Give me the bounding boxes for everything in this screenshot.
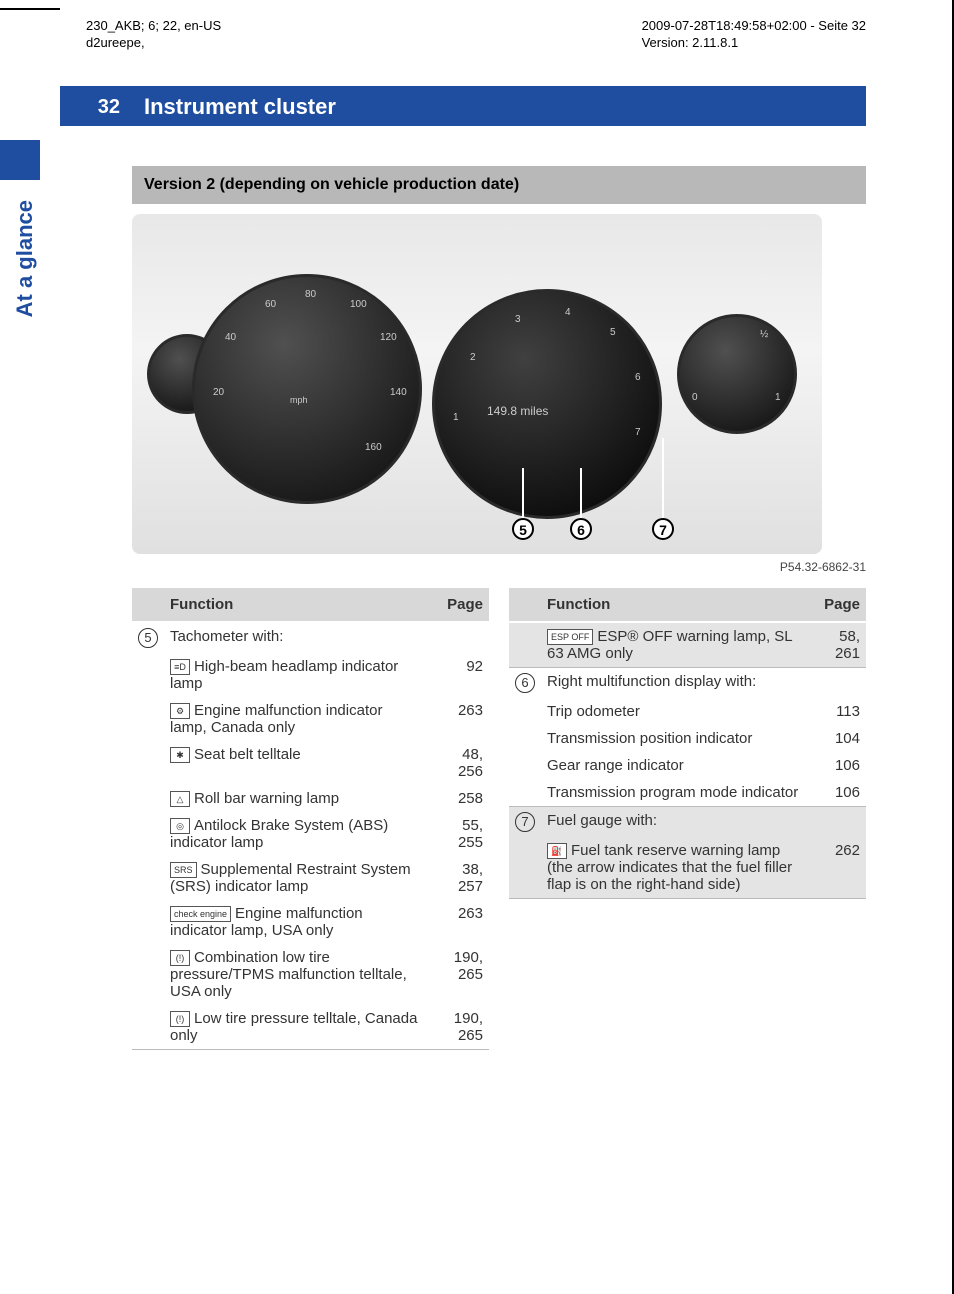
page-cell: 190,265 — [429, 1005, 489, 1050]
page-cell: 113 — [806, 698, 866, 725]
right-column: FunctionPage ESP OFFESP® OFF warning lam… — [509, 588, 866, 1050]
indicator-icon: △ — [170, 791, 190, 807]
function-cell: △Roll bar warning lamp — [164, 785, 429, 812]
function-cell: Gear range indicator — [541, 752, 806, 779]
indicator-icon: (!) — [170, 950, 190, 966]
function-cell: Fuel gauge with: — [541, 807, 806, 838]
function-cell: ⛽Fuel tank reserve warning lamp (the arr… — [541, 837, 806, 899]
function-cell: ✱Seat belt telltale — [164, 741, 429, 785]
page-cell: 38,257 — [429, 856, 489, 900]
page-cell: 190,265 — [429, 944, 489, 1005]
row-number: 7 — [515, 812, 535, 832]
page-cell: 106 — [806, 752, 866, 779]
speedometer: 20 40 60 80 100 120 140 160 mph — [192, 274, 422, 504]
side-label: At a glance — [12, 83, 38, 200]
page: 230_AKB; 6; 22, en-US d2ureepe, 2009-07-… — [0, 0, 954, 1294]
table-row: ESP OFFESP® OFF warning lamp, SL 63 AMG … — [509, 622, 866, 668]
function-cell: (!)Combination low tire pressure/TPMS ma… — [164, 944, 429, 1005]
function-cell: Trip odometer — [541, 698, 806, 725]
indicator-icon: SRS — [170, 862, 197, 878]
function-table-left: FunctionPage 5Tachometer with:≡DHigh-bea… — [132, 588, 489, 1050]
function-cell: Transmission program mode indicator — [541, 779, 806, 807]
table-row: 6 Right multifunction display with: — [509, 668, 866, 699]
table-row: ◎Antilock Brake System (ABS) indicator l… — [132, 812, 489, 856]
page-cell: 48,256 — [429, 741, 489, 785]
header-meta: 230_AKB; 6; 22, en-US d2ureepe, 2009-07-… — [86, 18, 866, 52]
function-cell: Transmission position indicator — [541, 725, 806, 752]
figure-id: P54.32-6862-31 — [132, 560, 866, 574]
table-row: (!)Combination low tire pressure/TPMS ma… — [132, 944, 489, 1005]
table-row: Transmission program mode indicator106 — [509, 779, 866, 807]
page-cell — [806, 807, 866, 838]
table-row: (!)Low tire pressure telltale, Canada on… — [132, 1005, 489, 1050]
table-row: SRSSupplemental Restraint System (SRS) i… — [132, 856, 489, 900]
table-row: check engineEngine malfunction indicator… — [132, 900, 489, 944]
fuel-gauge: 0 ½ 1 — [677, 314, 797, 434]
indicator-icon: ≡D — [170, 659, 190, 675]
indicator-icon: ◎ — [170, 818, 190, 834]
function-cell: Right multifunction display with: — [541, 668, 806, 699]
figure: 20 40 60 80 100 120 140 160 mph 1 2 3 4 … — [132, 214, 866, 574]
function-cell: ⚙Engine malfunction indicator lamp, Cana… — [164, 697, 429, 741]
section-title: Version 2 (depending on vehicle producti… — [132, 166, 866, 204]
page-number: 32 — [60, 86, 132, 126]
page-cell: 106 — [806, 779, 866, 807]
indicator-icon: check engine — [170, 906, 231, 922]
indicator-icon: ESP OFF — [547, 629, 593, 645]
main-content: 32 Instrument cluster Version 2 (dependi… — [60, 80, 866, 1050]
callout-5: 5 — [512, 518, 534, 540]
meta-right-1: 2009-07-28T18:49:58+02:00 - Seite 32 — [642, 18, 866, 35]
function-cell: ◎Antilock Brake System (ABS) indicator l… — [164, 812, 429, 856]
indicator-icon: ⛽ — [547, 843, 567, 859]
section-bar: Version 2 (depending on vehicle producti… — [60, 166, 866, 204]
table-row: Gear range indicator106 — [509, 752, 866, 779]
function-cell: ≡DHigh-beam headlamp indicator lamp — [164, 653, 429, 697]
columns: FunctionPage 5Tachometer with:≡DHigh-bea… — [132, 588, 866, 1050]
table-row: ⚙Engine malfunction indicator lamp, Cana… — [132, 697, 489, 741]
title-bar: 32 Instrument cluster — [60, 86, 866, 126]
table-row: Transmission position indicator104 — [509, 725, 866, 752]
table-row: △Roll bar warning lamp258 — [132, 785, 489, 812]
function-cell: (!)Low tire pressure telltale, Canada on… — [164, 1005, 429, 1050]
left-column: FunctionPage 5Tachometer with:≡DHigh-bea… — [132, 588, 489, 1050]
page-cell — [806, 668, 866, 699]
callout-7: 7 — [652, 518, 674, 540]
page-cell: 262 — [806, 837, 866, 899]
meta-left-1: 230_AKB; 6; 22, en-US — [86, 18, 221, 35]
page-cell: 58,261 — [806, 622, 866, 668]
meta-right-2: Version: 2.11.8.1 — [642, 35, 866, 52]
table-row: Trip odometer113 — [509, 698, 866, 725]
page-cell: 92 — [429, 653, 489, 697]
function-table-right: FunctionPage ESP OFFESP® OFF warning lam… — [509, 588, 866, 899]
page-cell — [429, 622, 489, 653]
odometer: 149.8 miles — [487, 404, 548, 418]
function-cell: SRSSupplemental Restraint System (SRS) i… — [164, 856, 429, 900]
indicator-icon: ⚙ — [170, 703, 190, 719]
meta-left-2: d2ureepe, — [86, 35, 221, 52]
page-cell: 263 — [429, 697, 489, 741]
page-cell: 263 — [429, 900, 489, 944]
indicator-icon: (!) — [170, 1011, 190, 1027]
chapter-title: Instrument cluster — [132, 86, 866, 126]
instrument-cluster-image: 20 40 60 80 100 120 140 160 mph 1 2 3 4 … — [132, 214, 822, 554]
table-row: 7 Fuel gauge with: — [509, 807, 866, 838]
function-cell: check engineEngine malfunction indicator… — [164, 900, 429, 944]
table-row: ⛽Fuel tank reserve warning lamp (the arr… — [509, 837, 866, 899]
function-cell: Tachometer with: — [164, 622, 429, 653]
table-row: ✱Seat belt telltale48,256 — [132, 741, 489, 785]
page-cell: 104 — [806, 725, 866, 752]
row-number: 6 — [515, 673, 535, 693]
indicator-icon: ✱ — [170, 747, 190, 763]
function-cell: ESP OFFESP® OFF warning lamp, SL 63 AMG … — [541, 622, 806, 668]
row-number: 5 — [138, 628, 158, 648]
page-cell: 258 — [429, 785, 489, 812]
table-row: 5 Tachometer with: — [132, 622, 489, 653]
table-row: ≡DHigh-beam headlamp indicator lamp92 — [132, 653, 489, 697]
page-cell: 55,255 — [429, 812, 489, 856]
callout-6: 6 — [570, 518, 592, 540]
